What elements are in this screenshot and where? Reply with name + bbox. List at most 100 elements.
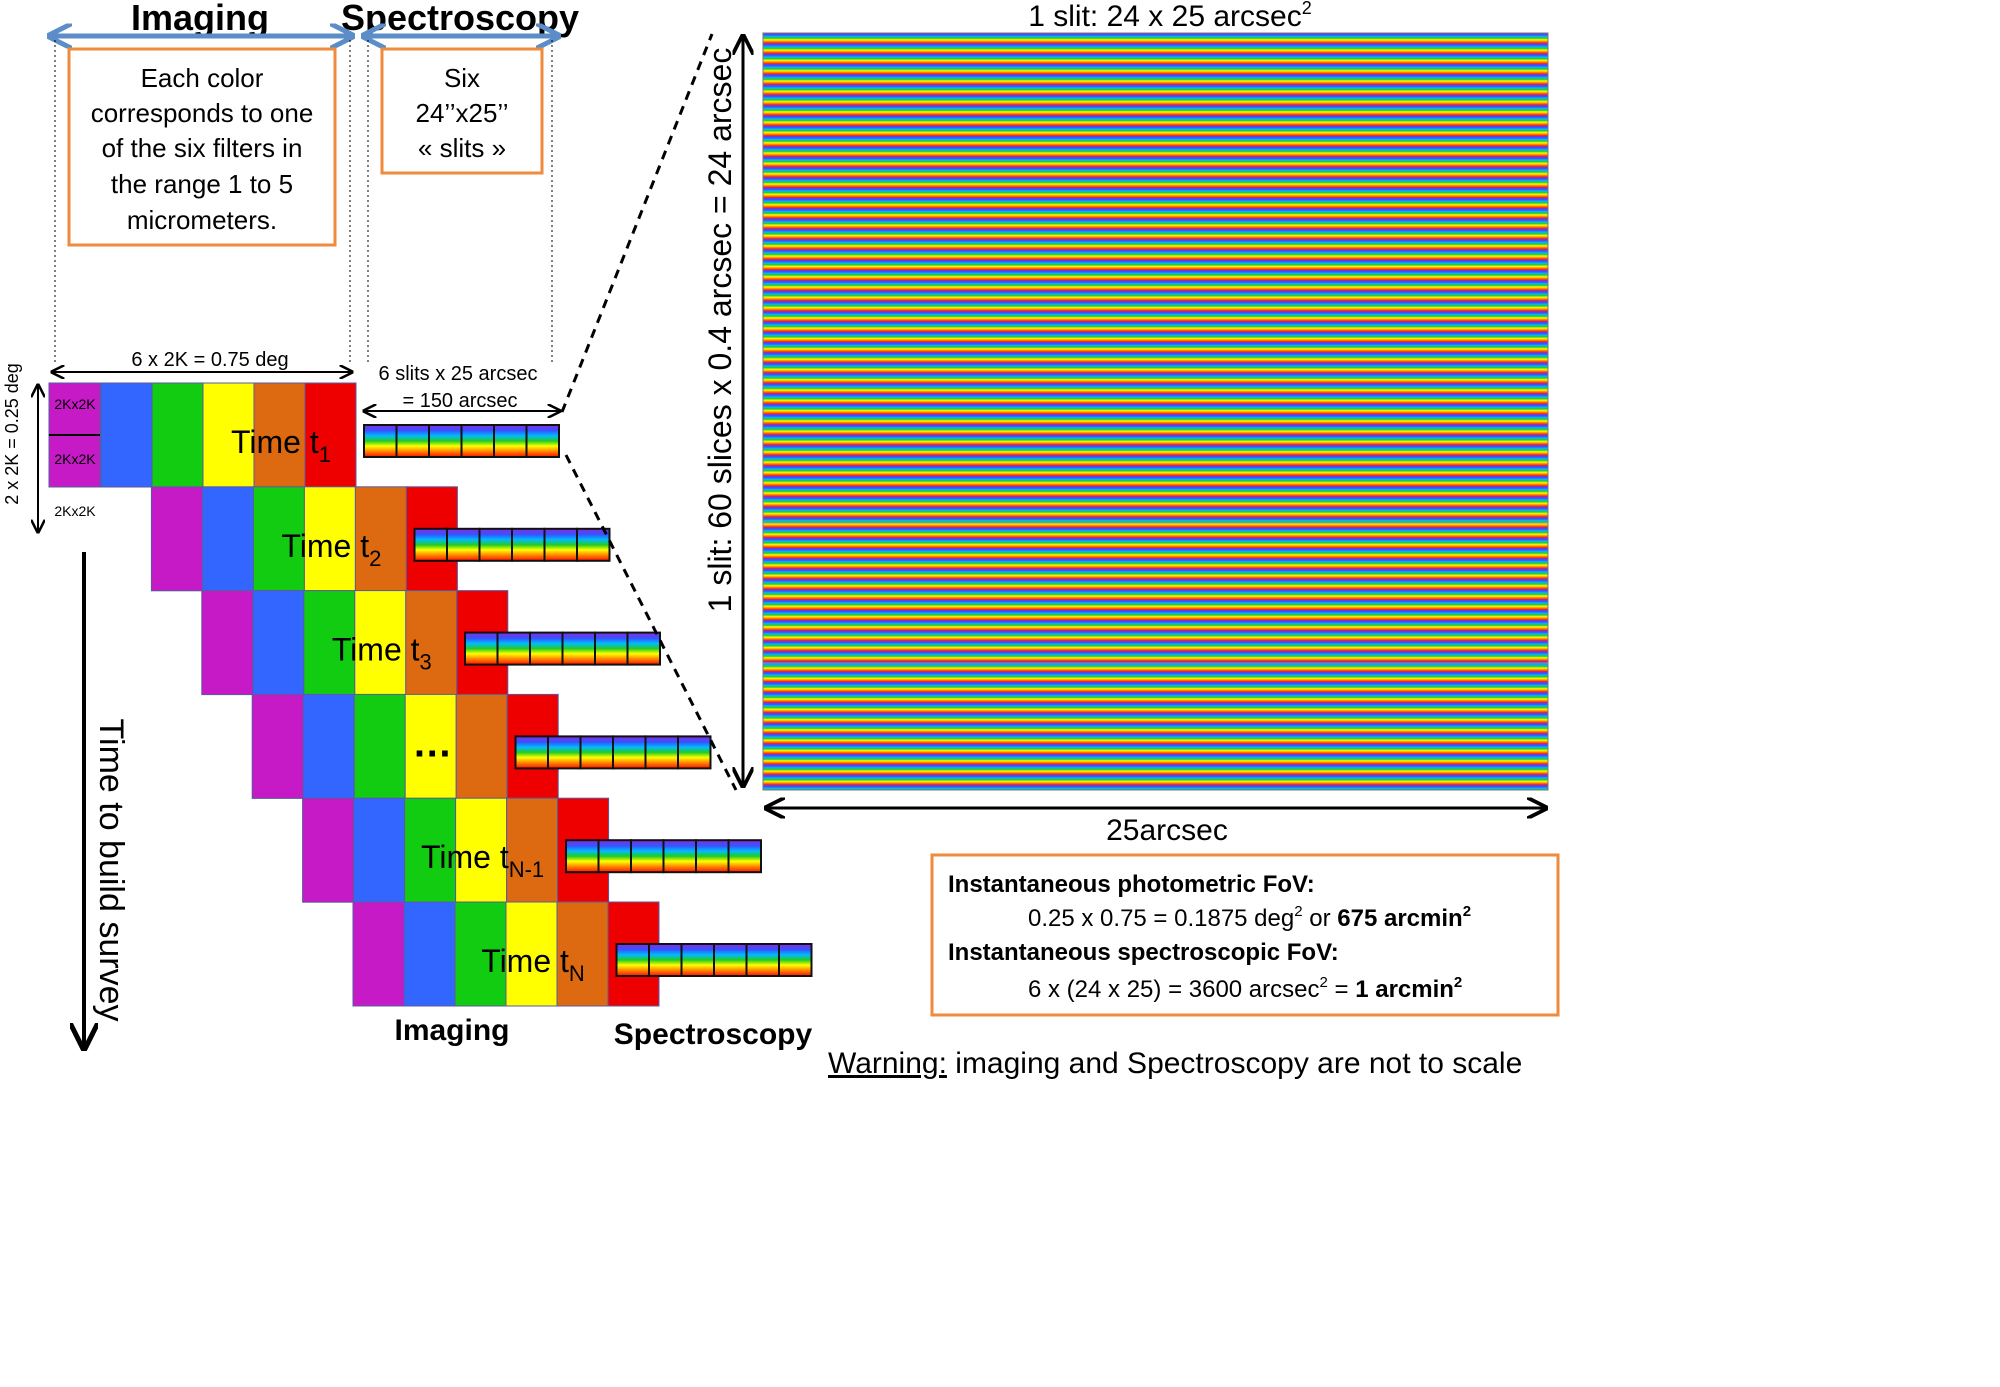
slit-cell [561,631,596,666]
slit-cell [496,631,531,666]
slit-cell [460,424,495,458]
svg-text:micrometers.: micrometers. [127,205,277,235]
filter-tile [202,382,255,488]
slit-horizontal-label: 25arcsec [1106,814,1228,847]
time-label-subscript: 2 [369,546,381,571]
filter-tile [302,797,355,903]
filter-tile [405,590,458,696]
filter-tile [252,486,305,592]
spectroscopy-slit-strips [363,424,813,977]
filter-tile [201,486,254,592]
filter-tile [354,486,407,592]
time-label: Time tN [481,943,585,986]
time-label: Time t3 [332,632,432,675]
slit-slices-panel [762,32,1549,791]
warning-label: Warning: [828,1047,947,1080]
slit-strip [565,839,762,874]
time-label-subscript: N-1 [509,857,544,882]
time-label: Time t2 [281,528,381,571]
filter-tile [303,590,356,696]
svg-text:of the six filters in: of the six filters in [102,133,303,163]
width-label: 6 x 2K = 0.75 deg [131,349,288,371]
imaging-note-box [67,47,337,247]
svg-text:Six: Six [444,63,480,93]
slit-cell [597,839,632,874]
time-label-subscript: N [569,961,585,986]
slit-cell [644,735,679,770]
slit-cell [680,943,715,977]
slit-cell [576,527,611,562]
slit-cell [630,839,665,874]
slit-cell [547,735,582,770]
imaging-footer-label: Imaging [394,1014,509,1047]
filter-tile [201,590,254,696]
slit-cell [464,631,499,666]
slit-cell [446,527,481,562]
slit-cell [662,839,697,874]
slits-note-text: Six 24’’x25’’ « slits » [415,63,508,163]
slit-cell [677,735,712,770]
svg-text:24’’x25’’: 24’’x25’’ [415,98,508,128]
slit-cell [648,943,683,977]
slit-strip [413,527,611,562]
slit-cell [413,527,448,562]
svg-text:corresponds to one: corresponds to one [91,98,314,128]
svg-text:Each color: Each color [141,63,264,93]
slit-cell [727,839,762,874]
time-label-base: Time t [281,528,369,564]
filter-tile [455,693,508,799]
slit-strip [363,424,560,458]
photometric-fov-value: 0.25 x 0.75 = 0.1875 deg2 or 675 arcmin2 [1028,903,1471,932]
slit-cell [695,839,730,874]
filter-tile [454,901,507,1007]
filter-tile [556,901,609,1007]
filter-tile [151,382,204,488]
time-step-row: 2Kx2K 2Kx2K 2Kx2K Time t1 [48,382,357,519]
filter-tile [252,590,305,696]
time-label: … [412,721,452,765]
slit-cell [478,527,513,562]
slits-note-box [380,47,544,175]
slits-width-label-2: = 150 arcsec [402,390,517,412]
zoom-line-top [560,33,714,413]
filter-tile [150,486,203,592]
chip-label-bottom: 2Kx2K [54,451,96,467]
time-label: Time tN-1 [421,839,544,882]
filter-tile [253,382,306,488]
time-label-base: Time t [421,839,509,875]
time-step-row: Time tN-1 [302,797,610,903]
svg-text:« slits »: « slits » [418,133,506,163]
warning-text: imaging and Spectroscopy are not to scal… [947,1047,1522,1080]
slit-cell [543,527,578,562]
slit-vertical-label: 1 slit: 60 slices x 0.4 arcsec = 24 arcs… [702,48,738,613]
filter-tile [455,797,508,903]
filter-tile [304,382,357,488]
filter-tile [353,797,406,903]
slit-strip [615,943,813,977]
slit-cell [745,943,780,977]
slit-cell [529,631,564,666]
filter-tile [352,901,405,1007]
slit-strip [464,631,661,666]
imaging-header: Imaging [131,0,269,38]
time-step-row: Time t2 [150,486,458,592]
time-label: Time t1 [231,424,331,467]
time-step-row: Time t3 [201,590,509,696]
chip-label-top: 2Kx2K [54,396,96,412]
time-step-row: Time tN [352,901,660,1007]
time-label-base: Time t [481,943,569,979]
time-label-subscript: 3 [420,650,432,675]
slit-cell [514,735,549,770]
filter-tile [506,797,559,903]
slit-cell [395,424,430,458]
slit-strip [514,735,712,770]
slit-cell [615,943,650,977]
spectroscopy-footer-label: Spectroscopy [614,1018,813,1051]
slit-cell [579,735,614,770]
warning-note: Warning: imaging and Spectroscopy are no… [828,1047,1522,1080]
slit-cell [565,839,600,874]
filter-tile [251,693,304,799]
filter-tile [403,901,456,1007]
